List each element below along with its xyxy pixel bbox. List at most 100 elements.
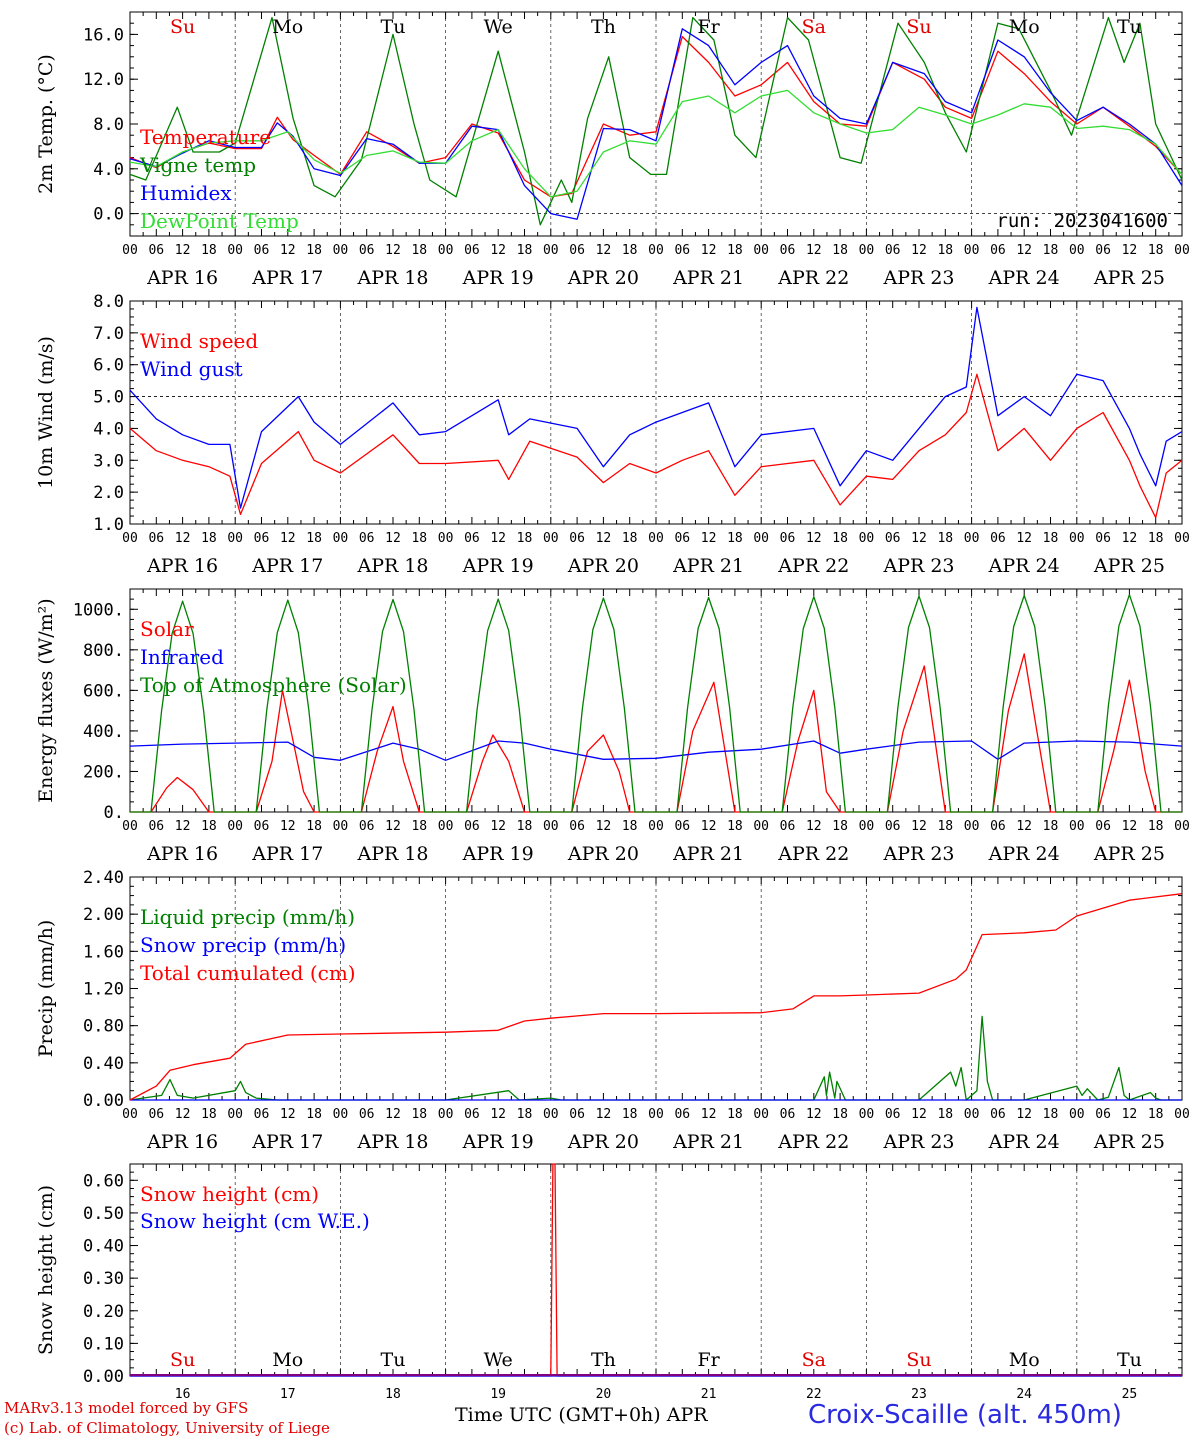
hour-tick-label: 18 <box>1043 819 1059 834</box>
series-line-dewpoint-temp <box>129 89 1183 198</box>
hour-tick-label: 18 <box>832 243 848 258</box>
y-tick-label: 1000. <box>73 600 124 620</box>
date-label: APR 23 <box>882 843 954 865</box>
hour-tick-label: 06 <box>569 1107 585 1122</box>
day-name: We <box>484 1349 513 1371</box>
plot-frame <box>129 588 1183 813</box>
date-label: APR 22 <box>777 555 849 577</box>
date-label: APR 23 <box>882 1131 954 1153</box>
hour-tick-label: 12 <box>806 243 822 258</box>
hour-tick-label: 06 <box>359 1107 375 1122</box>
hour-tick-label: 00 <box>122 819 138 834</box>
hour-tick-label: 06 <box>254 531 270 546</box>
run-label: run: 2023041600 <box>996 210 1168 232</box>
hour-tick-label: 00 <box>227 531 243 546</box>
hour-tick-label: 18 <box>1148 243 1164 258</box>
x-axis-title-text: Time UTC (GMT+0h) <box>455 1404 661 1426</box>
hour-tick-label: 00 <box>227 1107 243 1122</box>
hour-tick-label: 12 <box>911 1107 927 1122</box>
hour-tick-label: 06 <box>148 819 164 834</box>
hour-tick-label: 12 <box>1122 243 1138 258</box>
hour-tick-label: 18 <box>306 819 322 834</box>
hour-tick-label: 06 <box>359 243 375 258</box>
series-line-total-cumulated-cm <box>129 893 1183 1101</box>
date-label: APR 20 <box>567 555 639 577</box>
date-label: APR 16 <box>146 1131 218 1153</box>
y-tick-label: 0.60 <box>83 1171 124 1191</box>
hour-tick-label: 06 <box>1095 819 1111 834</box>
hour-tick-label: 00 <box>333 819 349 834</box>
hour-tick-label: 18 <box>1043 531 1059 546</box>
hour-tick-label: 12 <box>701 531 717 546</box>
y-axis-title: Energy fluxes (W/m²) <box>35 598 57 802</box>
y-tick-label: 16.0 <box>83 25 124 45</box>
date-label: APR 22 <box>777 267 849 289</box>
hour-tick-label: 12 <box>1122 819 1138 834</box>
hour-tick-label: 00 <box>122 243 138 258</box>
hour-tick-label: 06 <box>464 819 480 834</box>
date-label: APR 19 <box>462 1131 534 1153</box>
hour-tick-label: 06 <box>990 1107 1006 1122</box>
hour-tick-label: 12 <box>701 243 717 258</box>
hour-tick-label: 06 <box>780 819 796 834</box>
day-name: Sa <box>802 16 826 38</box>
hour-tick-label: 06 <box>885 819 901 834</box>
date-label: APR 25 <box>1093 267 1165 289</box>
hour-tick-label: 00 <box>122 531 138 546</box>
date-label: APR 18 <box>356 843 428 865</box>
hour-tick-label: 00 <box>122 1107 138 1122</box>
date-label: APR 25 <box>1093 843 1165 865</box>
day-name: Su <box>170 16 195 38</box>
date-label: APR 17 <box>251 1131 323 1153</box>
hour-tick-label: 06 <box>464 531 480 546</box>
hour-tick-label: 00 <box>1069 243 1085 258</box>
legend-wind-gust: Wind gust <box>140 357 243 381</box>
hour-tick-label: 00 <box>543 531 559 546</box>
day-name: Th <box>591 16 616 38</box>
panel-4: 0.00 0.40 0.80 1.20 1.60 2.00 2.40 Precip (mm/h… <box>35 868 1190 1153</box>
hour-tick-label: 00 <box>753 1107 769 1122</box>
day-number: 25 <box>1122 1387 1138 1402</box>
hour-tick-label: 12 <box>280 243 296 258</box>
date-label: APR 23 <box>882 267 954 289</box>
hour-tick-label: 18 <box>411 531 427 546</box>
hour-tick-label: 18 <box>201 1107 217 1122</box>
y-tick-label: 7.0 <box>93 324 124 344</box>
y-tick-label: 2.0 <box>93 483 124 503</box>
hour-tick-label: 12 <box>280 1107 296 1122</box>
y-tick-label: 0.50 <box>83 1204 124 1224</box>
y-tick-label: 0.0 <box>93 205 124 225</box>
date-label: APR 24 <box>988 267 1060 289</box>
date-label: APR 19 <box>462 843 534 865</box>
hour-tick-label: 06 <box>674 243 690 258</box>
date-label: APR 16 <box>146 843 218 865</box>
legend-liquid-precip-mm-h: Liquid precip (mm/h) <box>140 905 355 929</box>
hour-tick-label: 06 <box>569 819 585 834</box>
hour-tick-label: 00 <box>227 243 243 258</box>
hour-tick-label: 12 <box>806 531 822 546</box>
hour-tick-label: 18 <box>832 1107 848 1122</box>
hour-tick-label: 00 <box>753 531 769 546</box>
hour-tick-label: 12 <box>1122 531 1138 546</box>
plot-frame <box>129 11 1183 237</box>
hour-tick-label: 18 <box>622 243 638 258</box>
y-tick-label: 0.30 <box>83 1269 124 1289</box>
x-axis-month: APR <box>666 1404 708 1426</box>
y-tick-label: 1.20 <box>83 980 124 1000</box>
hour-tick-label: 00 <box>1174 819 1190 834</box>
hour-tick-label: 06 <box>780 531 796 546</box>
y-tick-label: 1.60 <box>83 942 124 962</box>
hour-tick-label: 06 <box>674 1107 690 1122</box>
hour-tick-label: 00 <box>1174 531 1190 546</box>
hour-tick-label: 00 <box>753 243 769 258</box>
hour-tick-label: 00 <box>543 1107 559 1122</box>
hour-tick-label: 06 <box>885 1107 901 1122</box>
day-number: 18 <box>385 1387 401 1402</box>
date-label: APR 21 <box>672 267 744 289</box>
hour-tick-label: 18 <box>1148 819 1164 834</box>
y-tick-label: 1.0 <box>93 515 124 535</box>
y-tick-label: 8.0 <box>93 292 124 312</box>
hour-tick-label: 12 <box>385 531 401 546</box>
hour-tick-label: 06 <box>780 1107 796 1122</box>
